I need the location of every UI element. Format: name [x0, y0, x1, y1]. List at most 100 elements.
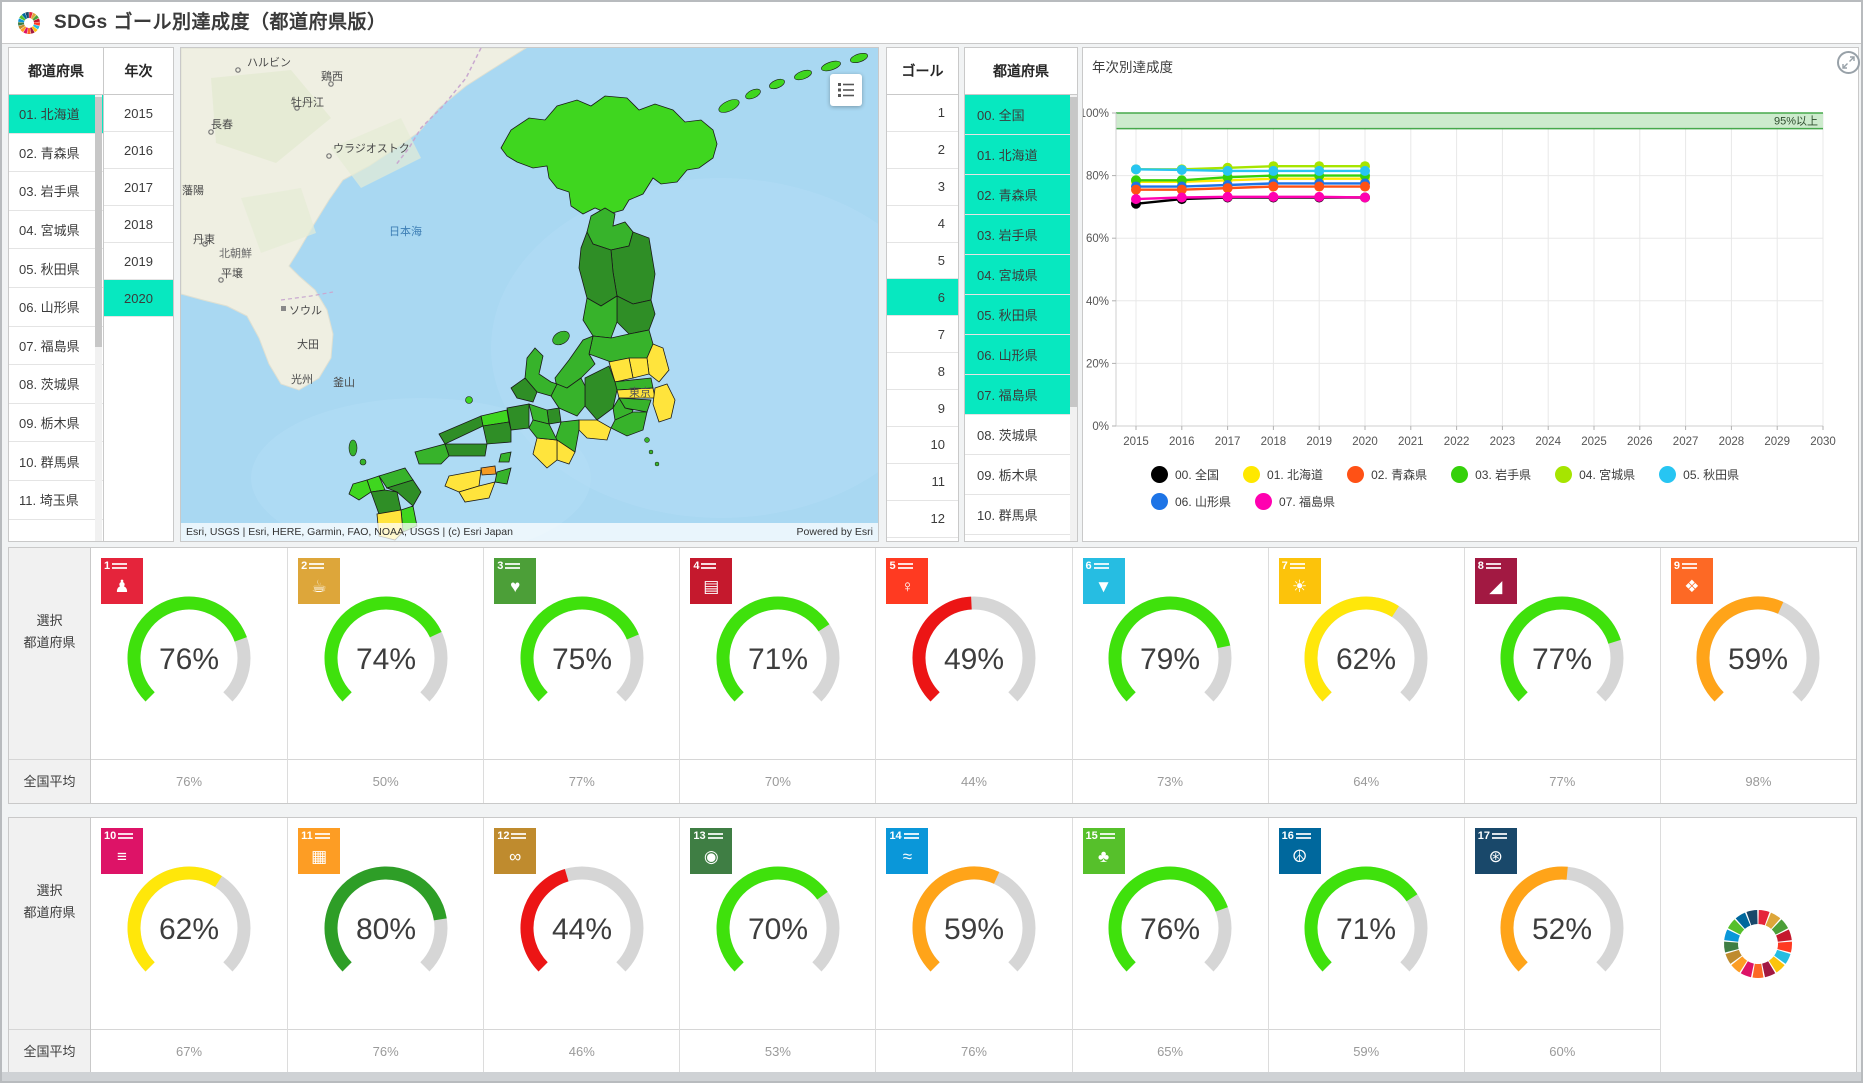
prefecture-list-scrollbar[interactable]: [95, 95, 102, 541]
prefecture-filter-item[interactable]: 01. 北海道: [9, 95, 103, 134]
y-axis-tick: 20%: [1086, 358, 1109, 370]
selected-prefecture-item[interactable]: 06. 山形県: [965, 335, 1077, 375]
selected-prefecture-item[interactable]: 01. 北海道: [965, 135, 1077, 175]
map-label: 北朝鮮: [219, 248, 252, 260]
selected-prefecture-item[interactable]: 07. 福島県: [965, 375, 1077, 415]
legend-item: 00. 全国: [1151, 466, 1219, 483]
sdg-goal-4-icon: 4 ▤: [690, 558, 733, 604]
map-legend-button[interactable]: [830, 74, 862, 106]
goal-filter-item[interactable]: 10: [887, 427, 958, 464]
prefecture-filter-item[interactable]: 06. 山形県: [9, 288, 103, 327]
goal-filter-item[interactable]: 6: [887, 279, 958, 317]
x-axis-tick: 2024: [1535, 436, 1561, 448]
y-axis-tick: 0%: [1092, 421, 1109, 433]
selected-prefecture-list: 00. 全国 01. 北海道 02. 青森県 03. 岩手県 04. 宮城県 05. 秋田…: [965, 95, 1077, 535]
selected-prefecture-item[interactable]: 08. 茨城県: [965, 415, 1077, 455]
gauge-goal-6: 79%: [1108, 596, 1232, 702]
goal-filter-item[interactable]: 9: [887, 390, 958, 428]
selected-prefecture-item[interactable]: 09. 栃木県: [965, 455, 1077, 495]
gauge-value: 79%: [1140, 643, 1200, 676]
page-title: SDGs ゴール別達成度（都道府県版）: [54, 12, 387, 33]
series-line-5: [1135, 168, 1365, 173]
selected-prefecture-item[interactable]: 03. 岩手県: [965, 215, 1077, 255]
prefecture-filter-header: 都道府県: [9, 48, 103, 95]
prefecture-filter-item[interactable]: 07. 福島県: [9, 327, 103, 366]
gauge-card-goal-17: 17 ⊛ 52% 60%: [1463, 818, 1660, 1073]
sdg-goal-10-icon: 10 ≡: [101, 828, 143, 874]
map-label: 鶏西: [321, 71, 343, 83]
prefecture-filter-item[interactable]: 03. 岩手県: [9, 172, 103, 211]
selected-prefecture-item[interactable]: 10. 群馬県: [965, 495, 1077, 535]
prefecture-filter-item[interactable]: 11. 埼玉県: [9, 481, 103, 520]
japan-map[interactable]: ハルビン 鶏西 牡丹江 長春 ウラジオストク 藩陽 日本海 丹東 北朝鮮 平壌 ソウル 大田 光州 釜山東…: [180, 47, 879, 542]
filter-panel: 都道府県 01. 北海道 02. 青森県 03. 岩手県 04. 宮城県 05. 秋田県…: [8, 47, 174, 542]
goal-filter-item[interactable]: 12: [887, 501, 958, 538]
goal-filter-item[interactable]: 11: [887, 464, 958, 501]
goal-filter-item[interactable]: 2: [887, 132, 958, 169]
map-label: 長春: [211, 119, 233, 131]
gauge-card-goal-3: 3 ♥ 75% 77%: [483, 548, 680, 803]
line-chart: 95%以上 0% 20% 40% 60% 80% 100% 2015 2016 2017 2018 2…: [1083, 108, 1836, 448]
gauge-value: 76%: [159, 643, 219, 676]
selected-prefecture-header: 都道府県: [965, 48, 1077, 95]
selected-prefecture-item[interactable]: 04. 宮城県: [965, 255, 1077, 295]
year-filter-item[interactable]: 2016: [104, 132, 173, 169]
gauge-card-goal-4: 4 ▤ 71% 70%: [679, 548, 876, 803]
year-filter-item[interactable]: 2017: [104, 169, 173, 206]
map-label: 藩陽: [182, 185, 204, 197]
prefecture-filter-item[interactable]: 09. 栃木県: [9, 404, 103, 443]
prefecture-filter-item[interactable]: 10. 群馬県: [9, 442, 103, 481]
gauge-card-goal-1: 1 ♟ 76% 76%: [91, 548, 288, 803]
prefecture-filter-item[interactable]: 08. 茨城県: [9, 365, 103, 404]
gauge-value: 52%: [1532, 913, 1592, 946]
selected-prefecture-item[interactable]: 05. 秋田県: [965, 295, 1077, 335]
gauge-goal-11: 80%: [324, 866, 448, 972]
gauge-value: 59%: [944, 913, 1004, 946]
national-average-value: 73%: [1072, 759, 1268, 803]
goal-filter-item[interactable]: 5: [887, 243, 958, 280]
national-average-value: 59%: [1268, 1029, 1464, 1073]
map-label: ウラジオストク: [333, 143, 410, 155]
goal-filter-item[interactable]: 1: [887, 95, 958, 132]
year-filter-item[interactable]: 2018: [104, 206, 173, 243]
selected-prefecture-item[interactable]: 02. 青森県: [965, 175, 1077, 215]
goal-filter-item[interactable]: 3: [887, 169, 958, 206]
year-filter-column: 年次 2015 2016 2017 2018 2019 2020: [103, 48, 173, 541]
map-label: ハルビン: [247, 57, 291, 69]
gauge-goal-2: 74%: [324, 596, 448, 702]
fullscreen-icon[interactable]: [1837, 51, 1860, 74]
goal-filter-item[interactable]: 7: [887, 316, 958, 354]
goal-filter-list: 1 2 3 4 5 6 7 8 9 10 11 12: [887, 95, 958, 538]
selected-prefecture-item[interactable]: 00. 全国: [965, 95, 1077, 135]
sdg-goal-6-icon: 6 ▼: [1082, 558, 1125, 604]
x-axis-tick: 2030: [1810, 436, 1836, 448]
sdgs-wheel: [1724, 910, 1793, 978]
gauge-card-goal-15: 15 ♣ 76% 65%: [1071, 818, 1268, 1073]
x-axis-tick: 2025: [1581, 436, 1607, 448]
x-axis-tick: 2015: [1123, 436, 1149, 448]
selected-list-scrollbar[interactable]: [1070, 95, 1077, 541]
national-average-label: 全国平均: [9, 1029, 90, 1073]
goal-filter-item[interactable]: 4: [887, 206, 958, 243]
goal-filter-item[interactable]: 8: [887, 353, 958, 391]
national-average-value: 76%: [876, 1029, 1072, 1073]
gauge-section-goals-1-9: 選択 都道府県 全国平均 1 ♟ 76% 76% 2 ☕ 74% 50% 3 ♥ 75% 77% 4 ▤ 71…: [8, 547, 1857, 804]
page-bottom-strip: [2, 1072, 1861, 1081]
gauge-section-goals-10-17: 選択 都道府県 全国平均 10 ≡ 62% 67% 11 ▦ 80% 76% 12 ∞ 44% 46% 1…: [8, 817, 1857, 1074]
gauge-value: 75%: [552, 643, 612, 676]
gauge-goal-4: 71%: [716, 596, 840, 702]
prefecture-filter-item[interactable]: 05. 秋田県: [9, 249, 103, 288]
year-filter-item[interactable]: 2019: [104, 243, 173, 280]
sdgs-wheel-card: [1659, 818, 1856, 1073]
x-axis-tick: 2029: [1764, 436, 1790, 448]
national-average-value: 70%: [680, 759, 876, 803]
prefecture-filter-item[interactable]: 04. 宮城県: [9, 211, 103, 250]
y-axis-tick: 100%: [1083, 108, 1109, 120]
selected-prefecture-label: 選択 都道府県: [23, 613, 76, 650]
year-filter-item[interactable]: 2015: [104, 95, 173, 132]
prefecture-filter-item[interactable]: 02. 青森県: [9, 134, 103, 173]
selected-prefecture-panel: 都道府県 00. 全国 01. 北海道 02. 青森県 03. 岩手県 04. 宮城県 0…: [964, 47, 1078, 542]
sdg-goal-7-icon: 7 ☀: [1278, 558, 1321, 604]
year-filter-item[interactable]: 2020: [104, 280, 173, 317]
legend-color-dot: [1151, 493, 1168, 510]
